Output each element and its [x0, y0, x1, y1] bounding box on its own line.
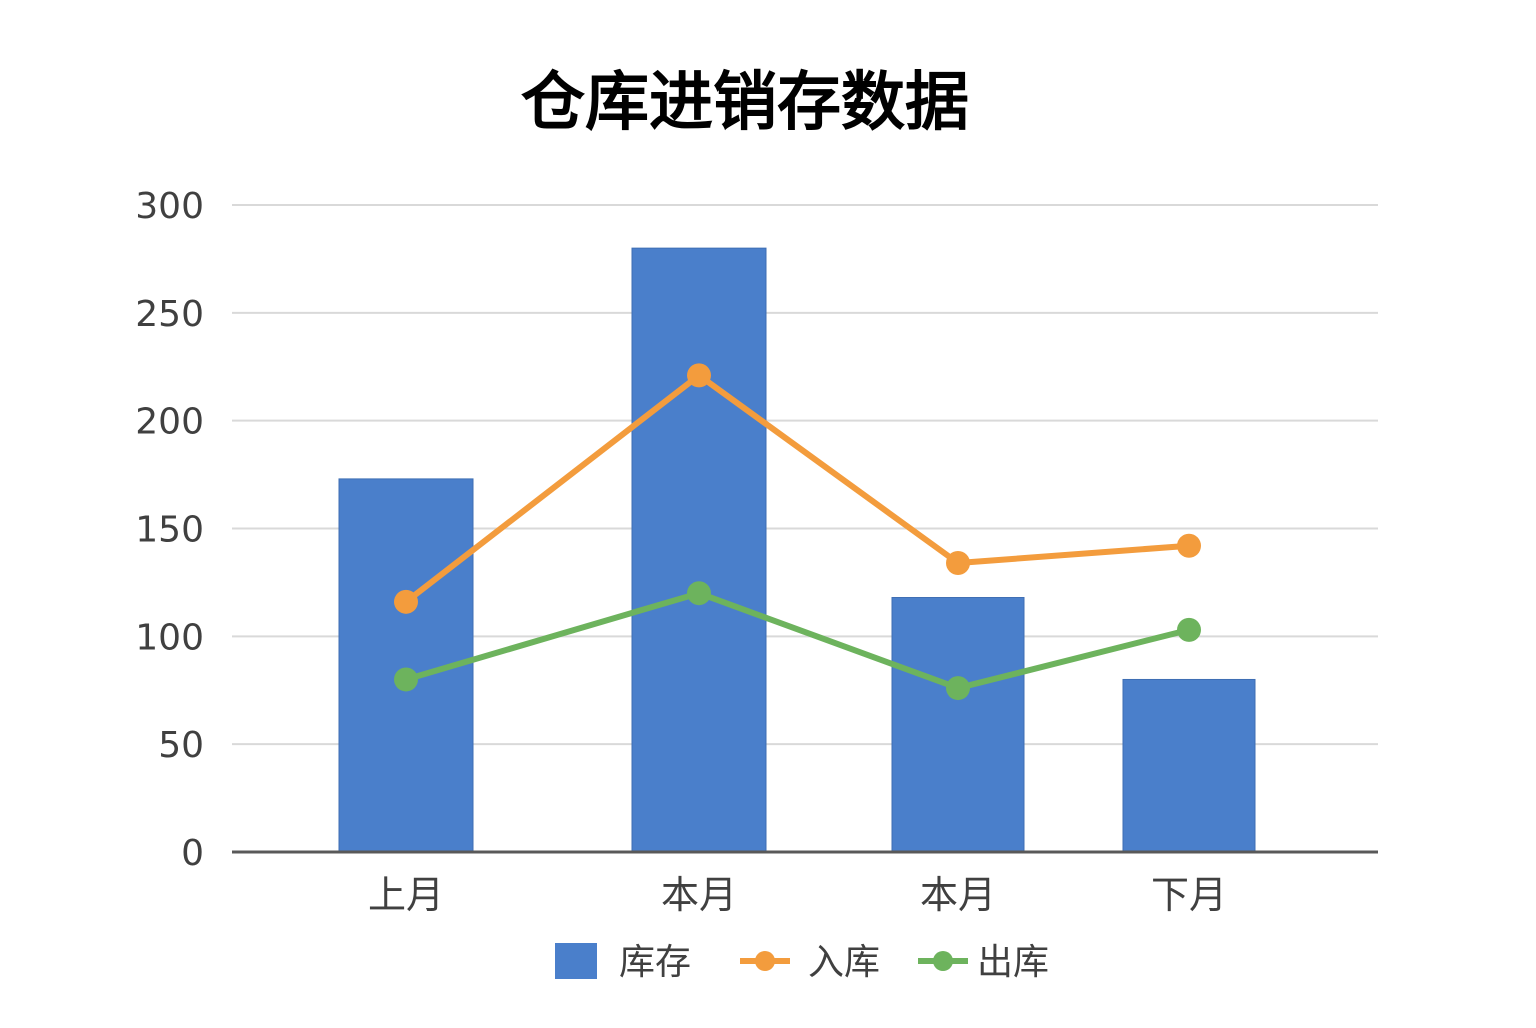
bar-库存-1: [631, 247, 767, 853]
y-tick-label: 50: [158, 725, 204, 766]
bar-库存-2: [891, 597, 1025, 853]
legend-item-库存: 库存: [555, 942, 691, 983]
point-出库-0: [394, 667, 418, 692]
legend-item-出库: 出库: [918, 942, 1049, 983]
y-tick-label: 200: [135, 402, 204, 443]
x-tick-label: 本月: [661, 873, 737, 917]
legend-item-入库: 入库: [740, 942, 880, 983]
chart-title: 仓库进销存数据: [521, 66, 969, 140]
y-tick-label: 150: [135, 510, 204, 551]
x-tick-label: 下月: [1151, 873, 1227, 917]
legend-label: 出库: [977, 942, 1049, 983]
y-tick-label: 300: [135, 186, 204, 227]
legend-label: 库存: [619, 942, 691, 983]
y-tick-label: 100: [135, 617, 204, 658]
y-axis-ticks: 0 50 100 150 200 250 300: [135, 186, 204, 874]
x-axis-ticks: 上月 本月 本月 下月: [368, 873, 1227, 917]
x-tick-label: 本月: [920, 873, 996, 917]
legend-marker: [933, 951, 953, 971]
y-tick-label: 250: [135, 294, 204, 335]
point-入库-1: [687, 363, 711, 388]
point-入库-3: [1177, 533, 1201, 558]
point-入库-0: [394, 589, 418, 614]
bar-库存-3: [1122, 678, 1256, 853]
point-出库-1: [687, 581, 711, 606]
line-series: [394, 363, 1201, 701]
legend-label: 入库: [808, 942, 880, 983]
line-入库: [403, 372, 1192, 605]
y-tick-label: 0: [181, 833, 204, 874]
point-出库-3: [1177, 617, 1201, 642]
x-tick-label: 上月: [368, 873, 444, 917]
line-出库: [403, 590, 1192, 692]
point-入库-2: [946, 551, 970, 576]
legend-swatch: [555, 943, 597, 979]
legend-marker: [755, 951, 775, 971]
legend: 库存 入库 出库: [555, 942, 1049, 983]
point-出库-2: [946, 676, 970, 701]
